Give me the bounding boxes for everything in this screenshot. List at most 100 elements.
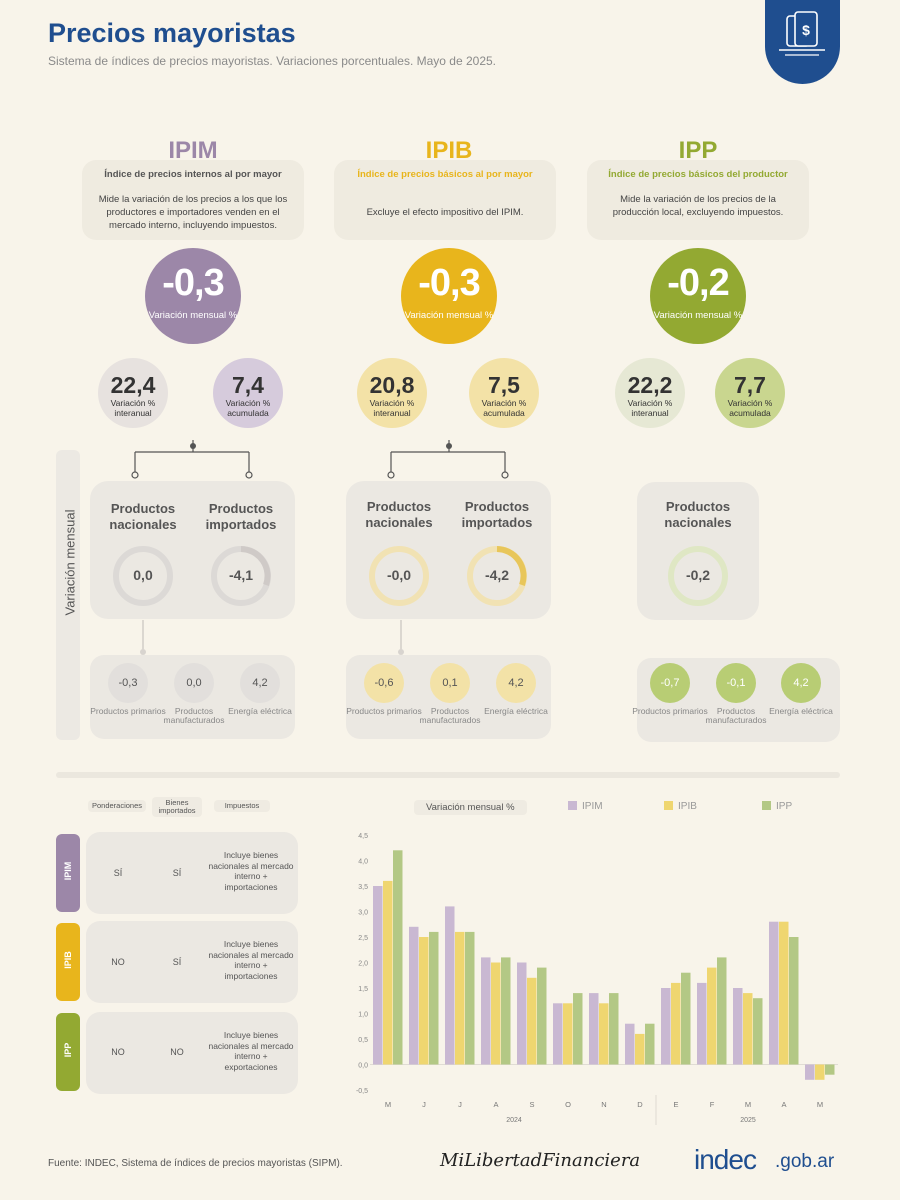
- bar-ipim: [445, 906, 455, 1065]
- ipim-sub-circle: [240, 663, 280, 703]
- ipib-nacionales-ring: [369, 546, 429, 606]
- ipib-importados-ring: [467, 546, 527, 606]
- ipib-sub-value: 0,1: [442, 677, 458, 689]
- ipp-interanual-circle: 22,2 Variación % interanual: [615, 358, 685, 428]
- bar-ipp: [789, 937, 799, 1065]
- svg-text:$: $: [802, 22, 810, 38]
- brand-watermark: MiLibertadFinanciera: [440, 1150, 641, 1171]
- bar-ipp: [393, 850, 403, 1065]
- x-tick-label: F: [710, 1100, 715, 1109]
- page-title: Precios mayoristas: [48, 18, 296, 48]
- indec-logo-suffix[interactable]: .gob.ar: [775, 1151, 835, 1172]
- ipib-desc-card: [334, 160, 556, 240]
- ipim-product-label: Productos nacionales: [109, 501, 177, 532]
- ipib-interanual-value: 20,8: [369, 372, 415, 398]
- bar-ipp: [609, 993, 619, 1065]
- x-tick-label: E: [673, 1100, 678, 1109]
- bar-chart: -0,5 0,0 0,5 1,0 1,5 2,0 2,5 3,0 3,5 4,0 4,5 M J J A S O…: [356, 833, 838, 1125]
- ipib-nacionales-value: -0,0: [386, 567, 412, 583]
- ipim-sub-label: Energía eléctrica: [228, 706, 292, 716]
- ipp-monthly-circle: -0,2 Variación mensual %: [650, 248, 746, 344]
- y-tick-label: 3,5: [358, 884, 368, 891]
- ipib-monthly-value: -0,3: [418, 262, 480, 304]
- row-tag-ipp: [56, 1013, 80, 1091]
- ipim-monthly-value: -0,3: [162, 262, 224, 304]
- legend-item-ipib: IPIB: [664, 801, 697, 812]
- x-tick-label: S: [529, 1100, 534, 1109]
- ipp-monthly-label: Variación mensual %: [653, 310, 743, 321]
- source-note: Fuente: INDEC, Sistema de índices de pre…: [48, 1158, 343, 1169]
- ipim-connector: [131, 440, 253, 479]
- ipim-acumulada-circle: 7,4 Variación % acumulada: [213, 358, 283, 428]
- chart-title: Variación mensual %: [414, 800, 527, 815]
- bar-ipp: [465, 931, 475, 1065]
- table-row: [86, 832, 298, 914]
- ipim-importados-value: -4,1: [228, 567, 254, 583]
- ipib-sub-circle: [364, 663, 404, 703]
- ipib-interanual-circle: 20,8 Variación % interanual: [357, 358, 427, 428]
- year-label: 2025: [740, 1117, 756, 1124]
- ipp-sub-value: -0,1: [726, 677, 746, 689]
- ipp-full-name: Índice de precios básicos del productor: [608, 169, 788, 180]
- cell-ponderaciones: NO: [111, 957, 125, 967]
- ipib-name: IPIB: [425, 137, 473, 164]
- ipim-product-label: Productos importados: [205, 501, 277, 532]
- x-tick-label: O: [565, 1100, 571, 1109]
- ipp-acumulada-label: Variación % acumulada: [727, 398, 773, 418]
- ipim-interanual-circle: 22,4 Variación % interanual: [98, 358, 168, 428]
- cell-impuestos: Incluye bienes nacionales al mercado int…: [208, 850, 294, 892]
- y-tick-label: 4,0: [358, 859, 368, 866]
- x-tick-label: J: [458, 1100, 462, 1109]
- y-tick-label: 0,5: [358, 1037, 368, 1044]
- ipib-monthly-label: Variación mensual %: [404, 310, 494, 321]
- ipp-sub-label: Productos manufacturados: [705, 706, 767, 725]
- bar-ipib: [491, 962, 501, 1065]
- legend-label: IPIM: [582, 801, 603, 812]
- ipp-product-label: Productos nacionales: [664, 499, 732, 530]
- ipp-description: Mide la variación de los precios de la p…: [612, 194, 784, 218]
- ipp-sub-value: 4,2: [793, 677, 809, 689]
- ipib-product-label: Productos nacionales: [365, 499, 433, 530]
- indec-logo[interactable]: indec: [694, 1144, 757, 1175]
- ipim-sub-label: Productos primarios: [90, 706, 166, 716]
- bar-ipib: [599, 1003, 609, 1065]
- ipib-sub-value: -0,6: [374, 677, 394, 689]
- cell-importados: SÍ: [172, 957, 182, 967]
- table-row: [86, 1012, 298, 1094]
- bar-ipim: [481, 957, 491, 1065]
- x-tick-label: D: [637, 1100, 643, 1109]
- ipib-interanual-label: Variación % interanual: [369, 398, 415, 418]
- ipp-acumulada-circle: 7,7 Variación % acumulada: [715, 358, 785, 428]
- ipim-acumulada-label: Variación % acumulada: [225, 398, 271, 418]
- bar-ipim: [373, 886, 383, 1065]
- legend-swatch: [762, 801, 771, 810]
- ipp-sub-circle: [716, 663, 756, 703]
- ipib-connector: [387, 440, 509, 479]
- x-tick-label: N: [601, 1100, 606, 1109]
- bar-ipim: [409, 926, 419, 1065]
- row-tag-ipib: [56, 923, 80, 1001]
- ipib-description: Excluye el efecto impositivo del IPIM.: [366, 207, 524, 218]
- table-header: Ponderaciones: [88, 800, 146, 812]
- ipim-full-name: Índice de precios internos al por mayor: [104, 169, 282, 180]
- legend-label: IPP: [776, 801, 793, 812]
- ipim-interanual-value: 22,4: [110, 372, 156, 398]
- ipim-monthly-label: Variación mensual %: [148, 310, 238, 321]
- bar-ipp: [825, 1064, 835, 1075]
- y-tick-label: 0,0: [358, 1063, 368, 1070]
- ipib-acumulada-label: Variación % acumulada: [481, 398, 527, 418]
- legend-label: IPIB: [678, 801, 697, 812]
- ipib-sub-label: Productos primarios: [346, 706, 422, 716]
- bar-ipim: [769, 921, 779, 1065]
- page-subtitle: Sistema de índices de precios mayoristas…: [48, 54, 497, 68]
- side-label-bar: [56, 450, 80, 740]
- ipim-monthly-circle: -0,3 Variación mensual %: [145, 248, 241, 344]
- ipib-acumulada-value: 7,5: [488, 372, 520, 398]
- ipib-full-name: Índice de precios básicos al por mayor: [357, 169, 533, 180]
- ipib-sub-value: 4,2: [508, 677, 524, 689]
- ipib-product-label: Productos importados: [461, 499, 533, 530]
- side-label-text: Variación mensual: [62, 509, 78, 616]
- x-tick-label: M: [745, 1100, 751, 1109]
- row-tag-label: IPIB: [63, 951, 73, 969]
- y-tick-label: 2,5: [358, 935, 368, 942]
